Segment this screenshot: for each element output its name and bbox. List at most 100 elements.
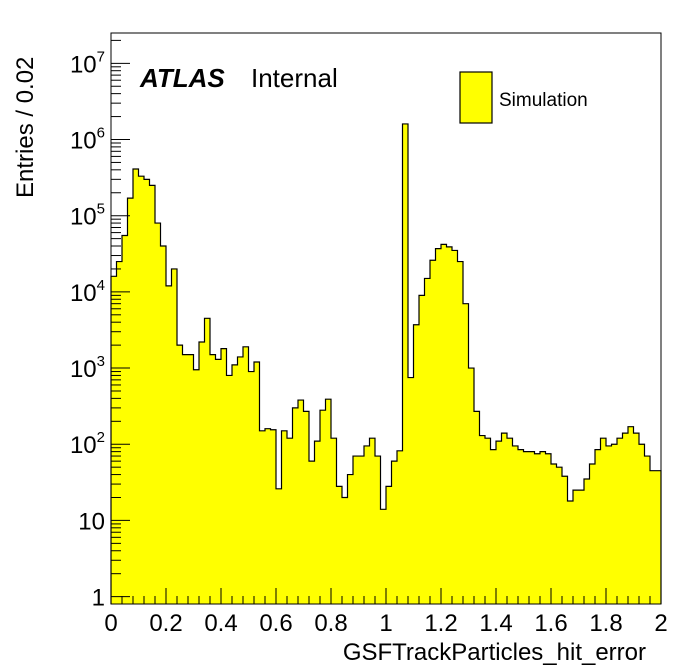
x-tick-label: 1.6 xyxy=(534,610,567,637)
histogram-bin xyxy=(584,478,590,604)
histogram-bin xyxy=(166,285,172,604)
x-tick-label: 1.8 xyxy=(589,610,622,637)
histogram-bin xyxy=(138,176,145,604)
histogram-bin xyxy=(182,354,189,604)
histogram-bin xyxy=(617,438,623,604)
histogram-bin xyxy=(545,453,552,604)
histogram-bin xyxy=(369,438,376,604)
histogram-bin xyxy=(523,451,530,604)
histogram-bin xyxy=(133,169,139,604)
histogram-bin xyxy=(402,123,409,604)
histogram-bin xyxy=(496,441,502,604)
y-tick-label: 105 xyxy=(70,201,105,231)
histogram-bin xyxy=(611,444,618,604)
histogram-bin xyxy=(375,456,381,604)
histogram-bin xyxy=(457,261,464,604)
histogram-bin xyxy=(479,435,486,604)
histogram-bin xyxy=(490,449,497,604)
y-tick-label: 1 xyxy=(92,585,105,612)
histogram-bin xyxy=(386,486,392,604)
histogram-bin xyxy=(116,261,123,604)
legend-swatch xyxy=(459,71,493,124)
histogram-bin xyxy=(578,490,585,604)
histogram-bin xyxy=(600,438,607,604)
histogram-bin xyxy=(281,430,288,604)
histogram-bin xyxy=(501,433,508,604)
y-tick-label: 10 xyxy=(78,508,105,535)
histogram-bin xyxy=(287,438,293,604)
histogram-bin xyxy=(518,449,524,604)
legend-entry-simulation: Simulation xyxy=(499,90,588,111)
x-tick-label: 0 xyxy=(104,610,117,637)
histogram-bin xyxy=(364,445,370,604)
histogram-bin xyxy=(314,441,321,604)
histogram-bin xyxy=(441,244,447,604)
histogram-bin xyxy=(127,198,134,604)
x-tick-label: 1.2 xyxy=(424,610,457,637)
histogram-bin xyxy=(408,377,414,604)
histogram-bin xyxy=(254,362,260,604)
histogram-bin xyxy=(193,369,200,604)
histogram-bin xyxy=(413,324,420,604)
histogram-bin xyxy=(463,303,469,604)
y-axis-ticks: 1 10 102 103 104 105 106 107 xyxy=(70,39,130,612)
histogram-bin xyxy=(347,474,354,604)
histogram-bin xyxy=(155,223,161,604)
histogram-bars xyxy=(111,123,662,605)
histogram-bin xyxy=(529,451,535,604)
histogram-bin xyxy=(622,433,629,604)
histogram-bin xyxy=(177,345,183,604)
x-tick-label: 0.6 xyxy=(259,610,292,637)
histogram-bin xyxy=(650,470,656,604)
histogram-bin xyxy=(292,407,299,604)
histogram-bin xyxy=(452,250,458,605)
histogram-bin xyxy=(320,410,326,604)
histogram-bin xyxy=(160,246,167,604)
histogram-bin xyxy=(639,444,645,604)
histogram-bin xyxy=(188,354,194,604)
histogram-bin xyxy=(331,438,337,604)
histogram-bin xyxy=(419,295,425,604)
histogram-bin xyxy=(606,445,612,604)
x-tick-label: 0.4 xyxy=(204,610,237,637)
status-label: Internal xyxy=(251,63,338,93)
x-tick-label: 1 xyxy=(379,610,392,637)
histogram-bin xyxy=(210,354,216,604)
histogram-bin xyxy=(111,276,117,604)
histogram-bin xyxy=(595,449,601,604)
legend: Simulation xyxy=(459,71,588,124)
histogram-bin xyxy=(248,371,255,604)
y-tick-label: 102 xyxy=(70,429,105,459)
histogram-bin xyxy=(309,461,315,604)
histogram-bin xyxy=(232,364,238,604)
histogram-bin xyxy=(556,467,563,604)
histogram-bin xyxy=(276,488,282,604)
histogram-bin xyxy=(204,318,211,604)
y-tick-label: 107 xyxy=(70,48,105,78)
histogram-bin xyxy=(534,453,541,604)
histogram-bin xyxy=(298,400,304,604)
histogram-bin xyxy=(507,438,513,604)
histogram-bin xyxy=(270,429,277,604)
histogram-bin xyxy=(226,375,233,604)
histogram-bin xyxy=(353,456,359,604)
histogram-bin xyxy=(485,438,491,604)
histogram-bin xyxy=(215,359,222,604)
histogram-bin xyxy=(122,235,128,604)
histogram-bin xyxy=(512,445,519,604)
histogram-bin xyxy=(336,486,343,604)
x-tick-label: 0.2 xyxy=(149,610,182,637)
histogram-bin xyxy=(171,268,178,604)
y-tick-label: 103 xyxy=(70,353,105,383)
histogram-bin xyxy=(391,461,398,604)
histogram-bin xyxy=(589,464,596,604)
histogram-bin xyxy=(628,426,634,604)
histogram-outline xyxy=(110,123,662,604)
histogram-bin xyxy=(259,430,266,604)
histogram-bin xyxy=(342,497,348,604)
histogram-bin xyxy=(237,356,244,604)
histogram-bin xyxy=(551,464,557,604)
histogram-bin xyxy=(325,399,332,604)
histogram-bin xyxy=(633,433,640,604)
